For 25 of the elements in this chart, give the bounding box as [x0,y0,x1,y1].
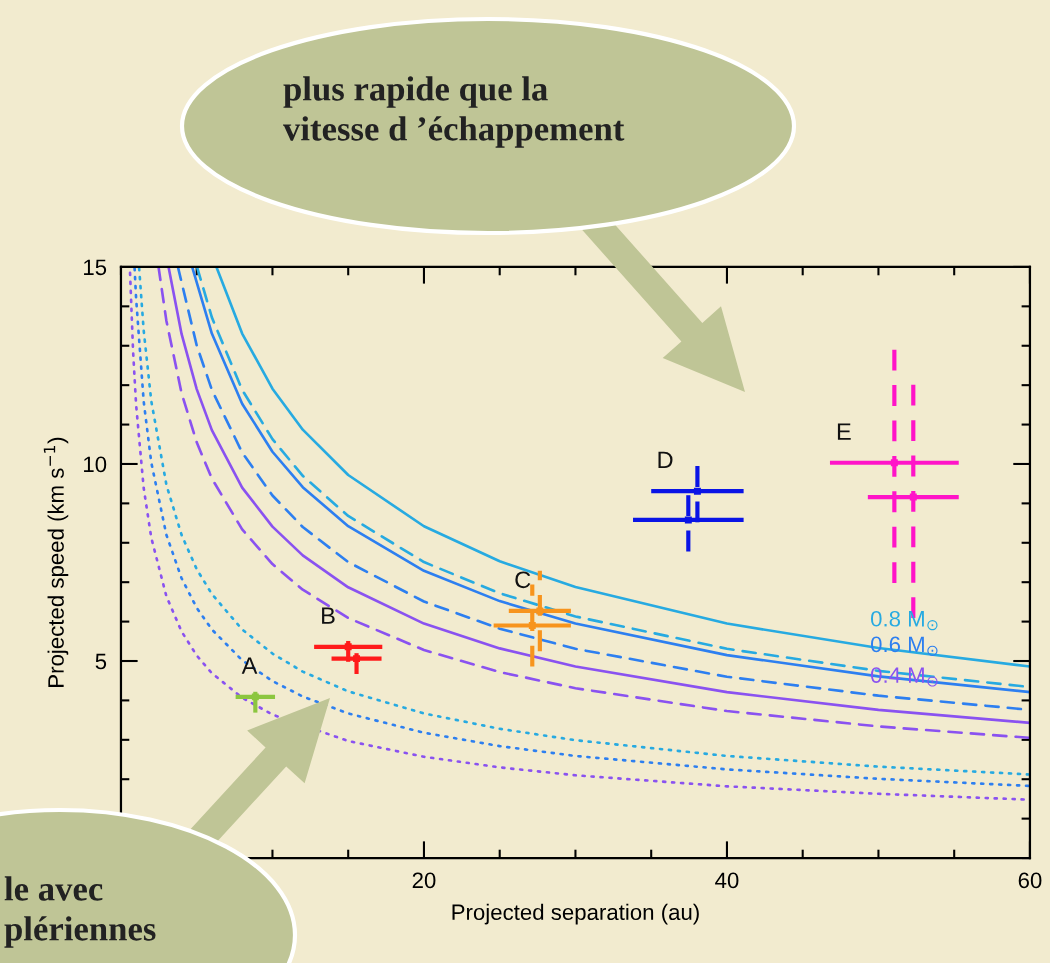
y-tick-label: 15 [84,259,107,276]
point [353,655,361,663]
y-tick-label: 5 [95,653,107,670]
y-axis-title: Projected speed (km s$^{−1}$) [43,437,69,687]
point [684,516,692,524]
series-label: A [241,657,258,674]
point [344,643,352,651]
x-tick-label: 60 [1018,872,1042,889]
text: plus rapide que la vitesse d ’échappement [283,76,625,148]
series-label: D [658,451,673,469]
y-tick-label: 10 [84,456,107,473]
x-axis-title: Projected separation (au) [452,903,699,925]
series-label: E [837,423,851,440]
point [693,487,701,495]
series-label: 0.8 M$_{⊙}$ [870,610,938,631]
text: le avec plériennes [4,876,156,948]
x-tick-label: 20 [412,872,436,889]
point [890,459,898,467]
series-label: C [515,571,531,589]
series-label: B [322,607,335,624]
point [909,493,917,501]
point [528,622,536,630]
point [251,693,259,701]
x-tick-label: 40 [715,872,739,889]
point [536,607,544,615]
